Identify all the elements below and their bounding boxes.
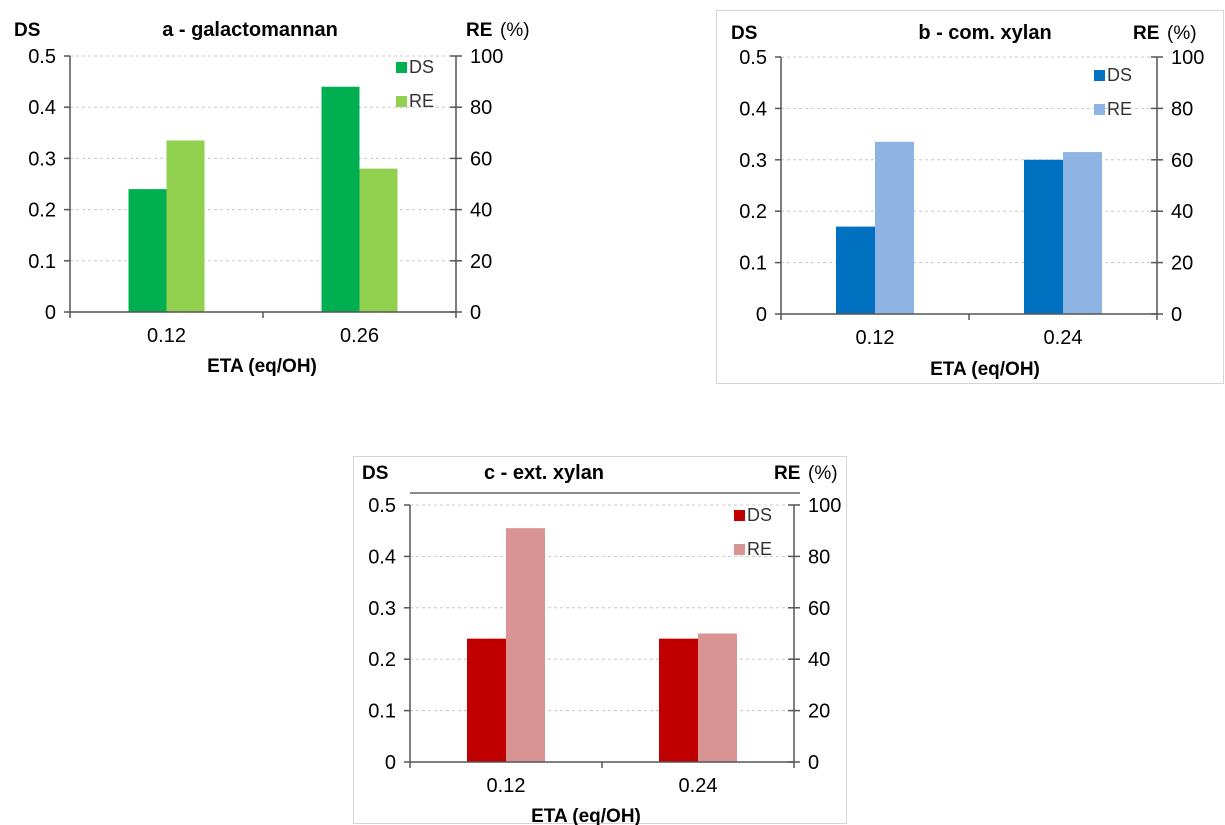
left-tick-label: 0.3 [28, 148, 56, 170]
left-tick-label: 0.5 [28, 46, 56, 68]
legend-label-ds: DS [409, 57, 434, 77]
chart-com-xylan-svg: 0.12 0.24 0 0.1 0.2 0.3 0.4 0.5 0 20 40 60 80 100 DS RE… [731, 22, 1204, 380]
legend-label-ds: DS [747, 505, 772, 525]
right-tick-label: 100 [470, 46, 503, 68]
bar-re-0-24 [1063, 152, 1102, 314]
left-tick-label: 0.4 [368, 546, 396, 568]
left-tick-label: 0 [756, 304, 767, 326]
legend-label-re: RE [409, 91, 434, 111]
legend-label-re: RE [1107, 99, 1132, 119]
bar-ds-0-24 [659, 638, 698, 762]
right-tick-label: 0 [808, 752, 819, 774]
x-tick-label: 0.12 [147, 325, 186, 347]
left-tick-label: 0.1 [368, 701, 396, 723]
left-tick-label: 0.5 [739, 47, 767, 69]
bar-re-0-12 [166, 140, 205, 312]
legend-swatch-re [396, 96, 407, 107]
right-tick-label: 0 [470, 302, 481, 324]
bar-re-0-24 [698, 633, 737, 762]
bar-ds-0-24 [1024, 159, 1063, 314]
right-tick-label: 100 [808, 495, 841, 517]
right-tick-label: 80 [470, 97, 492, 119]
right-axis-unit: (%) [1167, 23, 1197, 44]
legend-swatch-re [734, 544, 745, 555]
x-tick-label: 0.12 [487, 775, 526, 797]
left-tick-label: 0.1 [739, 253, 767, 275]
chart-panel-com-xylan: 0.12 0.24 0 0.1 0.2 0.3 0.4 0.5 0 20 40 60 80 100 DS RE… [716, 10, 1224, 384]
bar-ds-0-26 [321, 86, 360, 312]
legend-swatch-ds [734, 510, 745, 521]
right-tick-label: 20 [470, 251, 492, 273]
bar-re-0-26 [359, 168, 398, 312]
legend-swatch-ds [1094, 70, 1105, 81]
right-tick-label: 60 [1171, 150, 1193, 172]
bar-re-0-12 [506, 528, 545, 762]
bar-ds-0-12 [128, 189, 167, 312]
x-axis-title: ETA (eq/OH) [207, 356, 317, 377]
left-axis-title: DS [362, 463, 388, 484]
right-tick-label: 100 [1171, 47, 1204, 69]
right-tick-label: 40 [808, 649, 830, 671]
right-axis-unit: (%) [500, 20, 530, 41]
left-tick-label: 0.4 [28, 97, 56, 119]
right-axis-unit: (%) [808, 463, 838, 484]
right-axis-title: RE [774, 463, 800, 484]
x-tick-label: 0.24 [1044, 327, 1083, 349]
left-tick-label: 0.4 [739, 98, 767, 120]
right-tick-label: 40 [1171, 201, 1193, 223]
legend-label-re: RE [747, 539, 772, 559]
right-tick-label: 80 [808, 546, 830, 568]
legend-label-ds: DS [1107, 65, 1132, 85]
right-tick-label: 80 [1171, 98, 1193, 120]
left-tick-label: 0.2 [368, 649, 396, 671]
x-tick-label: 0.24 [679, 775, 718, 797]
right-tick-label: 60 [808, 598, 830, 620]
left-tick-label: 0.2 [739, 201, 767, 223]
left-tick-label: 0.1 [28, 251, 56, 273]
chart-panel-galactomannan: 0.12 0.26 0 0.1 0.2 0.3 0.4 0.5 0 20 40 60 80 100 DS RE… [0, 10, 530, 382]
chart-title: b - com. xylan [918, 22, 1051, 44]
bar-re-0-12 [875, 141, 914, 314]
left-tick-label: 0 [45, 302, 56, 324]
bar-ds-0-12 [467, 638, 506, 762]
right-tick-label: 20 [1171, 253, 1193, 275]
legend-swatch-ds [396, 62, 407, 73]
right-axis-title: RE [1133, 23, 1159, 44]
left-axis-title: DS [14, 20, 40, 41]
right-tick-label: 20 [808, 701, 830, 723]
right-tick-label: 60 [470, 148, 492, 170]
right-tick-label: 0 [1171, 304, 1182, 326]
chart-ext-xylan-svg: 0.12 0.24 0 0.1 0.2 0.3 0.4 0.5 0 20 40 60 80 100 DS RE… [362, 462, 841, 825]
chart-panel-ext-xylan: 0.12 0.24 0 0.1 0.2 0.3 0.4 0.5 0 20 40 60 80 100 DS RE… [353, 456, 847, 825]
left-tick-label: 0.5 [368, 495, 396, 517]
right-tick-label: 40 [470, 200, 492, 222]
chart-title: a - galactomannan [162, 19, 338, 41]
bar-ds-0-12 [836, 226, 875, 314]
x-tick-label: 0.26 [340, 325, 379, 347]
x-tick-label: 0.12 [856, 327, 895, 349]
chart-title: c - ext. xylan [484, 462, 604, 484]
left-tick-label: 0 [385, 752, 396, 774]
right-axis-title: RE [466, 20, 492, 41]
left-tick-label: 0.2 [28, 200, 56, 222]
legend-swatch-re [1094, 104, 1105, 115]
left-tick-label: 0.3 [739, 150, 767, 172]
left-tick-label: 0.3 [368, 598, 396, 620]
chart-galactomannan-svg: 0.12 0.26 0 0.1 0.2 0.3 0.4 0.5 0 20 40 60 80 100 DS RE… [14, 19, 530, 377]
left-axis-title: DS [731, 23, 757, 44]
x-axis-title: ETA (eq/OH) [930, 359, 1040, 380]
x-axis-title: ETA (eq/OH) [531, 806, 641, 825]
